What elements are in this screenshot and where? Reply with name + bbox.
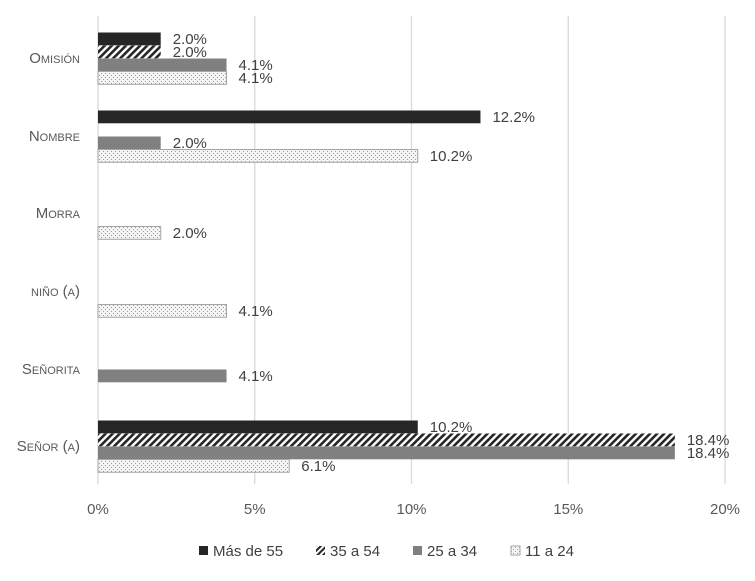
bar [98,32,161,46]
data-label: 10.2% [430,148,473,165]
bar [98,446,675,460]
data-label: 2.0% [173,225,207,242]
x-tick-label: 0% [87,501,109,518]
bars [97,32,675,473]
legend-label: Más de 55 [213,543,283,560]
legend-label: 35 a 54 [330,543,380,560]
data-label: 6.1% [301,458,335,475]
bar [98,136,161,150]
x-tick-label: 20% [710,501,740,518]
legend-label: 25 a 34 [427,543,477,560]
category-label: niño (a) [31,283,80,300]
bar [97,149,419,163]
x-tick-label: 5% [244,501,266,518]
data-label: 4.1% [239,303,273,320]
data-label: 10.2% [430,419,473,436]
data-label: 2.0% [173,44,207,61]
legend: Más de 55 35 a 54 25 a 34 11 a 24 [199,543,574,560]
legend-swatch [413,546,422,555]
data-label: 4.1% [239,70,273,87]
legend-label: 11 a 24 [525,543,574,560]
legend-swatch [510,545,521,556]
legend-swatch [316,546,325,555]
data-label: 2.0% [173,31,207,48]
category-label: Morra [36,205,81,222]
category-labels: Omisión Nombre Morra niño (a) Señorita Señor … [17,50,81,455]
gridlines [97,16,726,484]
category-label: Señorita [22,361,81,378]
x-tick-label: 15% [553,501,583,518]
category-label: Omisión [29,50,80,67]
legend-swatch [199,546,208,555]
category-label: Señor (a) [17,438,80,455]
data-labels: 2.0% 12.2% 10.2% 2.0% 18.4% 4.1% 2.0% 4.1% 18.4%… [173,31,730,475]
bar [97,304,228,318]
category-label: Nombre [29,128,80,145]
bar [97,226,162,240]
data-label: 18.4% [687,432,730,449]
bar [97,71,228,85]
data-label: 4.1% [239,57,273,74]
data-label: 4.1% [239,368,273,385]
bar [97,459,290,473]
data-label: 2.0% [173,135,207,152]
x-tick-label: 10% [396,501,426,518]
bar [98,45,161,59]
x-axis-tick-labels: 0% 5% 10% 15% 20% [87,501,740,518]
bar [98,58,227,72]
data-label: 18.4% [687,445,730,462]
bar [98,110,481,124]
data-label: 12.2% [492,109,535,126]
bar [98,433,675,447]
bar [98,420,418,434]
bar [98,369,227,383]
